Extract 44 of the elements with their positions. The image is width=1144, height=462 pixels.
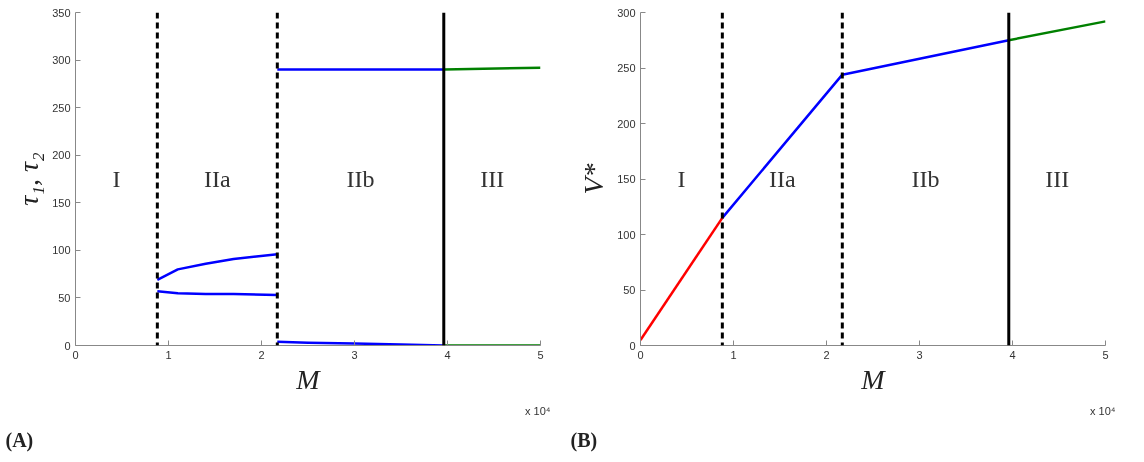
line-series bbox=[156, 252, 279, 282]
y-tick-label: 150 bbox=[52, 196, 71, 209]
y-tick-label: 200 bbox=[52, 149, 71, 162]
text: (B) bbox=[570, 428, 598, 452]
x-tick-label: 0 bbox=[72, 348, 79, 361]
y-tick-label: 250 bbox=[617, 62, 636, 74]
x-tick-label: 2 bbox=[258, 348, 265, 361]
annotation: IIa bbox=[769, 166, 796, 192]
annotation: IIb bbox=[911, 166, 940, 192]
x-axis-title: M bbox=[295, 363, 322, 395]
x-tick-label: 5 bbox=[1102, 348, 1109, 361]
x-axis-title: M bbox=[860, 363, 887, 395]
x-tick-label: 5 bbox=[537, 348, 544, 361]
x-tick-label: 1 bbox=[165, 348, 172, 361]
x-tick-label: 3 bbox=[916, 348, 923, 361]
y-tick-label: 100 bbox=[52, 244, 71, 257]
y-tick-label: 50 bbox=[623, 284, 636, 296]
y-tick-label: 250 bbox=[52, 101, 71, 114]
y-axis-title: V* bbox=[578, 163, 610, 195]
y-tick-label: 0 bbox=[629, 339, 636, 352]
y-tick-label: 50 bbox=[58, 291, 71, 304]
x-tick-label: 1 bbox=[730, 348, 737, 361]
x-tick-label: 4 bbox=[444, 348, 451, 361]
y-tick-label: 300 bbox=[617, 6, 636, 19]
annotation: IIb bbox=[346, 166, 375, 192]
y-tick-label: 150 bbox=[617, 173, 636, 185]
annotation: III bbox=[1045, 166, 1070, 192]
text: (A) bbox=[5, 428, 34, 452]
text: x 10⁴ bbox=[1089, 404, 1116, 417]
annotation: I bbox=[112, 166, 121, 192]
y-tick-label: 100 bbox=[617, 228, 636, 241]
x-tick-label: 2 bbox=[823, 348, 830, 361]
annotation: I bbox=[677, 166, 686, 192]
y-axis-title: τ₁, τ₂ bbox=[13, 151, 45, 206]
y-tick-label: 0 bbox=[64, 339, 71, 352]
x-tick-label: 0 bbox=[637, 348, 644, 361]
y-tick-label: 300 bbox=[52, 54, 71, 67]
x-tick-label: 3 bbox=[351, 348, 358, 361]
annotation: III bbox=[480, 166, 505, 192]
y-tick-label: 350 bbox=[52, 6, 71, 19]
annotation: IIa bbox=[204, 166, 231, 192]
y-tick-label: 200 bbox=[617, 117, 636, 130]
text: x 10⁴ bbox=[524, 404, 551, 417]
x-tick-label: 4 bbox=[1009, 348, 1016, 361]
